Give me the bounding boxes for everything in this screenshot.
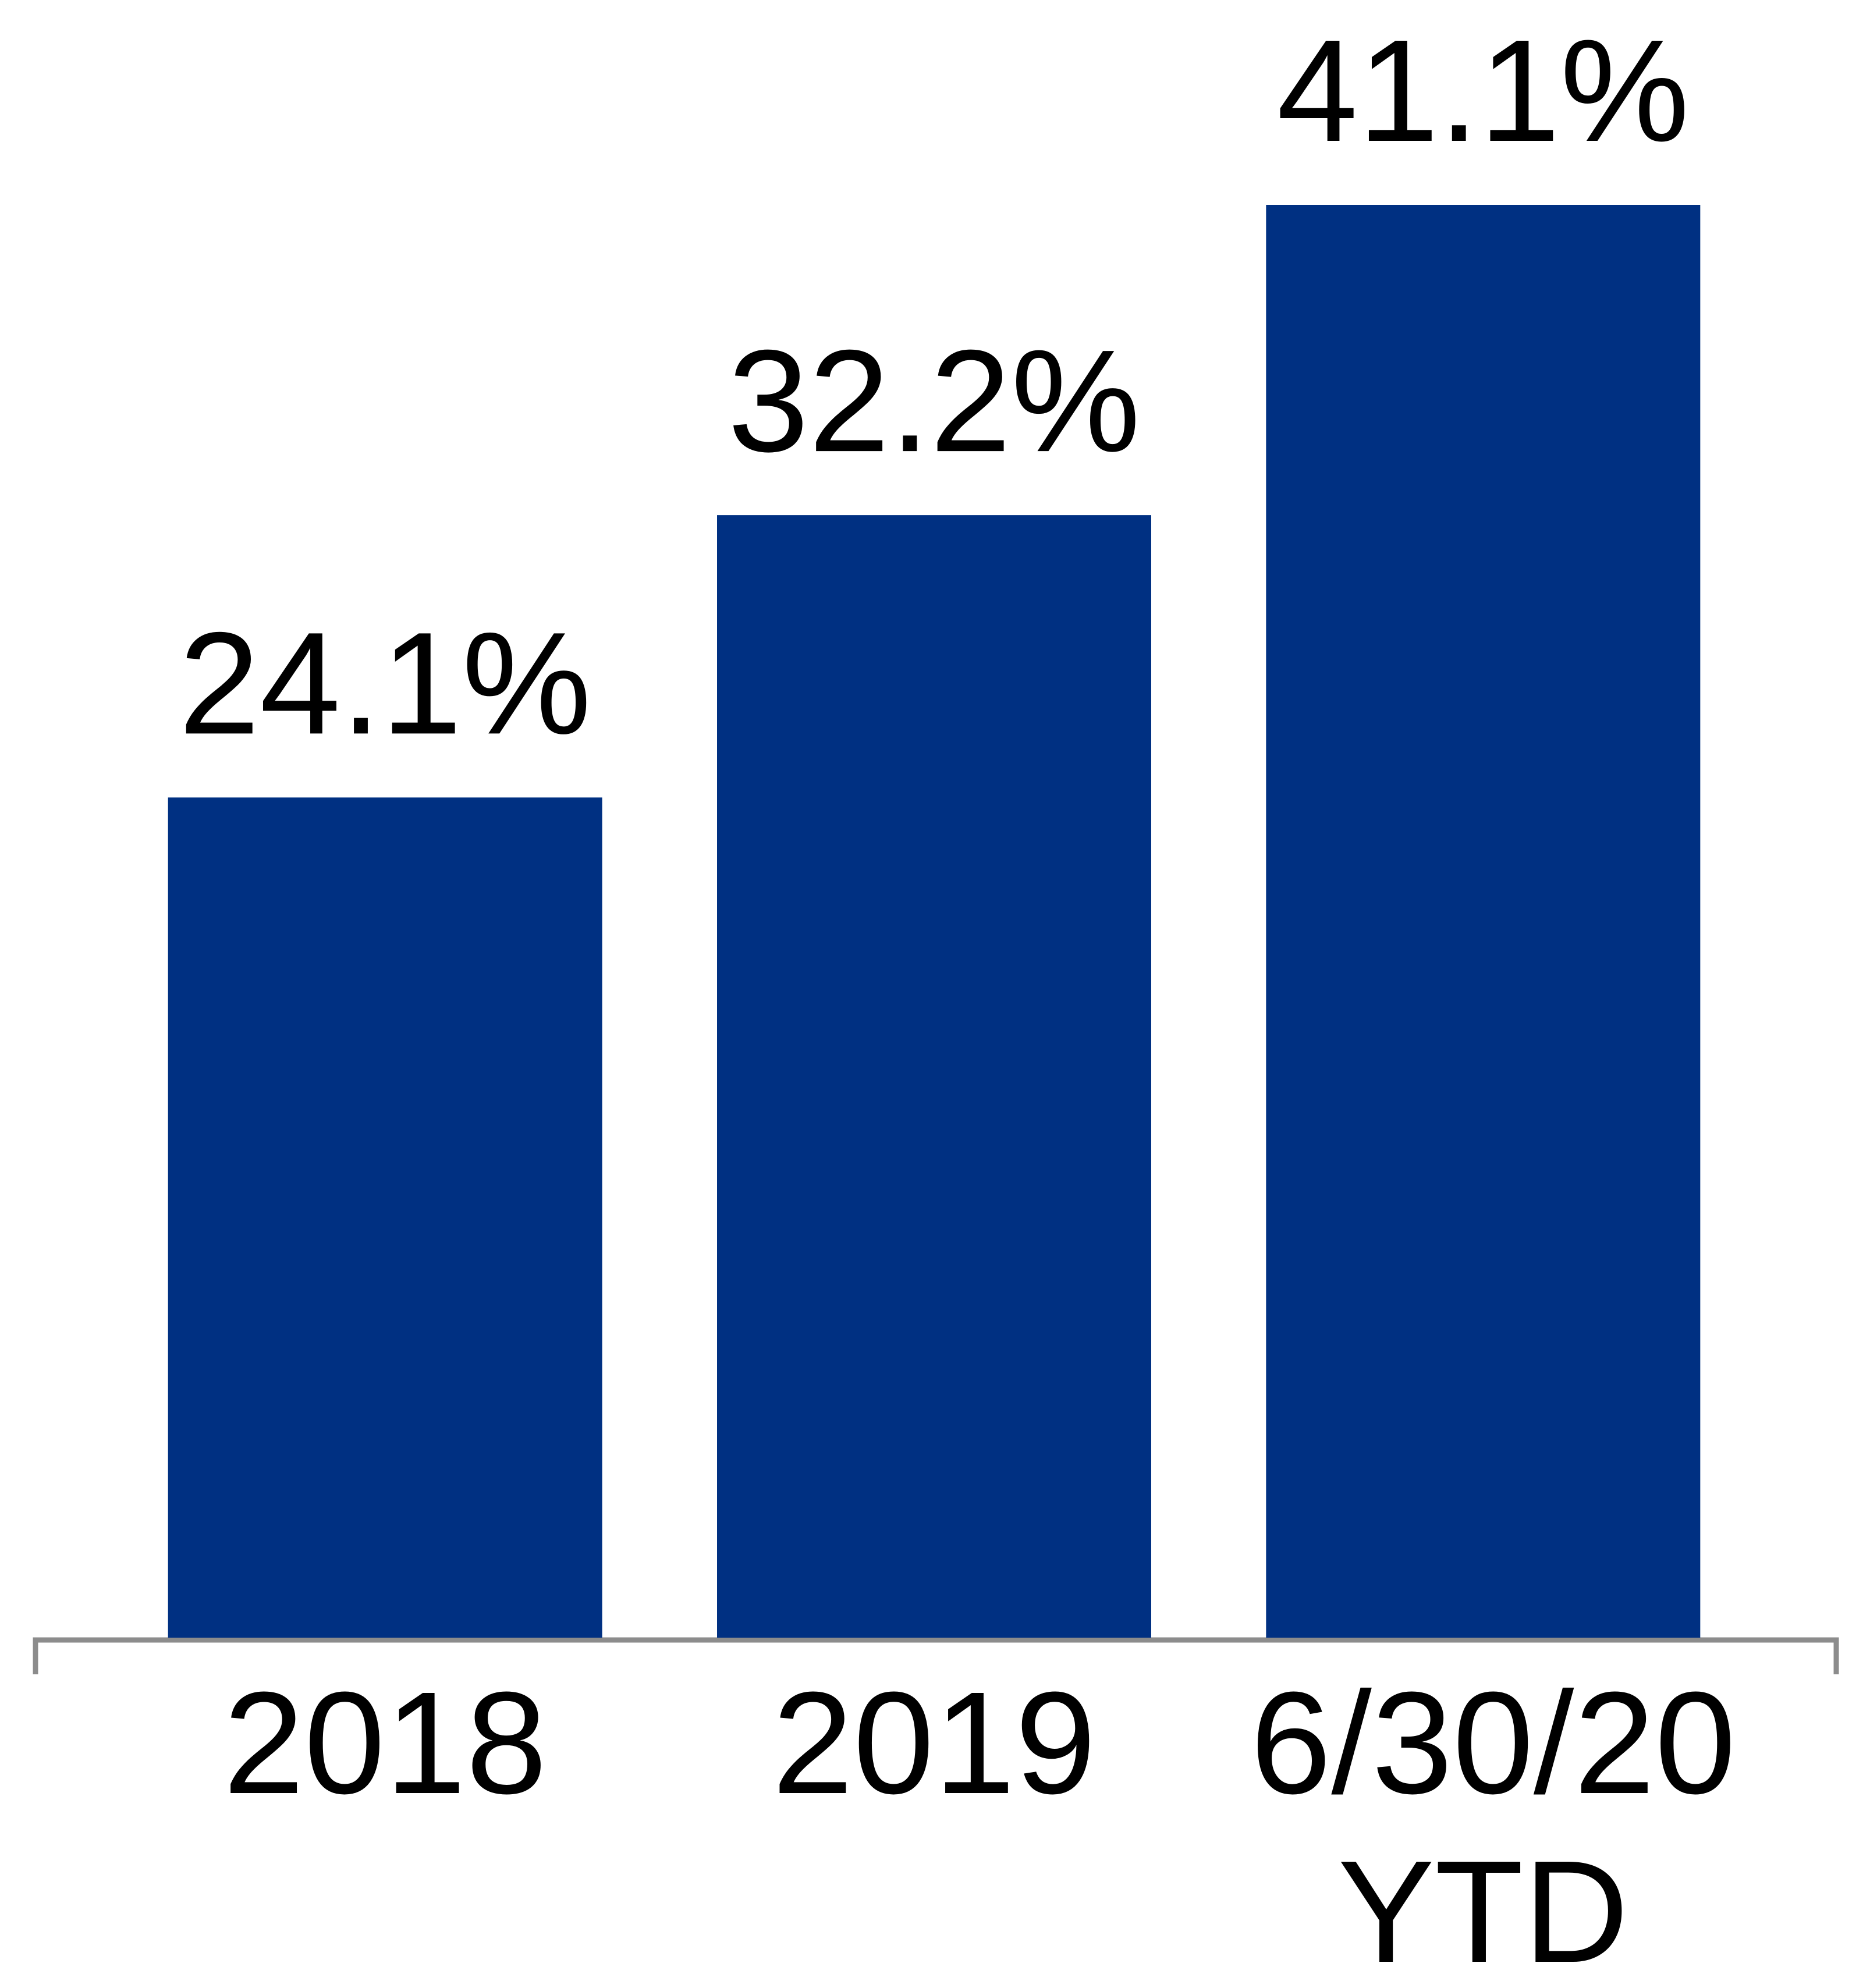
x-axis <box>33 1637 1839 1674</box>
x-tick-label: 6/30/20 YTD <box>1250 1662 1736 1988</box>
x-tick-label: 2019 <box>772 1662 1097 1824</box>
x-tick-label: 2018 <box>223 1662 547 1824</box>
bar <box>1266 205 1701 1638</box>
value-label: 41.1% <box>1277 9 1690 172</box>
value-label: 32.2% <box>728 320 1141 482</box>
value-label: 24.1% <box>179 602 591 764</box>
bar <box>168 797 602 1638</box>
bar <box>717 515 1151 1638</box>
